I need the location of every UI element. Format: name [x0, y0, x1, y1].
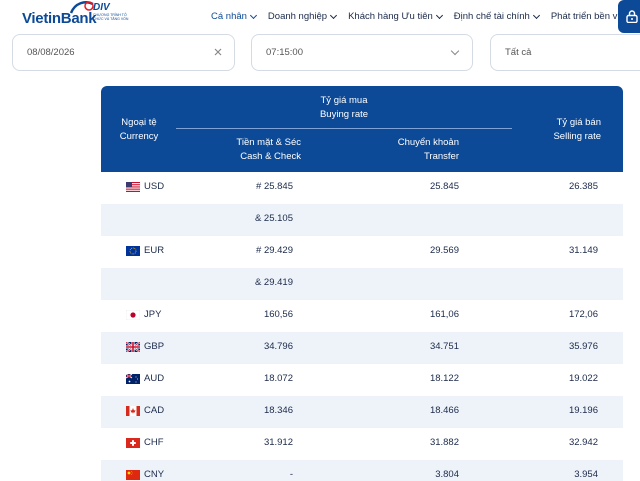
cash-rate: 18.346: [263, 405, 293, 416]
table-row: GBP 34.796 34.751 35.976: [101, 332, 623, 364]
clear-date-icon[interactable]: [212, 46, 224, 58]
header-divider: [176, 128, 512, 129]
table-body: USD # 25.845 25.845 26.385 & 25.105 EUR …: [101, 172, 623, 481]
time-filter-select[interactable]: 07:15:00: [251, 34, 473, 71]
transfer-rate: 18.122: [429, 373, 459, 384]
div-logo-title: DIV: [93, 2, 110, 13]
date-filter-value: 08/08/2026: [27, 47, 75, 58]
lock-icon: [626, 10, 638, 23]
transfer-rate: 31.882: [429, 437, 459, 448]
cash-rate: # 25.845: [256, 181, 293, 192]
logo-text-vietin: Vietin: [22, 10, 61, 27]
main-nav: Cá nhân Doanh nghiệp Khách hàng Ưu tiên …: [211, 11, 640, 22]
transfer-rate: 34.751: [429, 341, 459, 352]
chevron-down-icon: [532, 11, 540, 19]
header-currency: Ngoại tệ Currency: [119, 117, 159, 142]
currency-code: JPY: [144, 309, 162, 320]
div-logo-subtitle: CHƯƠNG TRÌNH TỎ CHỨC VÀ TĂNG VỐN: [93, 13, 129, 21]
selling-rate: 26.385: [568, 181, 598, 192]
table-row: JPY 160,56 161,06 172,06: [101, 300, 623, 332]
cash-rate: 160,56: [263, 309, 293, 320]
nav-item-personal[interactable]: Cá nhân: [211, 11, 257, 22]
chevron-down-icon: [435, 11, 443, 19]
table-row: & 29.419: [101, 268, 623, 300]
chevron-down-icon: [330, 11, 338, 19]
chevron-down-icon: [249, 11, 257, 19]
nav-item-sustainability[interactable]: Phát triển bền vững: [550, 11, 635, 22]
selling-rate: 3.954: [574, 469, 598, 480]
us-flag-icon: [126, 182, 140, 192]
cash-rate: 34.796: [263, 341, 293, 352]
cash-rate: & 25.105: [254, 213, 293, 224]
logo-swoosh-icon: [69, 1, 94, 14]
selling-rate: 172,06: [568, 309, 598, 320]
header-buying-rate: Tỷ giá mua Buying rate: [319, 95, 369, 120]
selling-rate: 32.942: [568, 437, 598, 448]
logo-text-bank: Bank: [60, 10, 97, 27]
table-row: AUD 18.072 18.122 19.022: [101, 364, 623, 396]
selling-rate: 19.196: [568, 405, 598, 416]
selling-rate: 19.022: [568, 373, 598, 384]
exchange-rate-table: Ngoại tệ Currency Tỷ giá mua Buying rate…: [101, 86, 623, 481]
ca-flag-icon: [126, 406, 140, 416]
transfer-rate: 18.466: [429, 405, 459, 416]
currency-code: EUR: [144, 245, 165, 256]
cash-rate: 18.072: [263, 373, 293, 384]
login-button[interactable]: [618, 0, 640, 33]
selling-rate: 35.976: [568, 341, 598, 352]
header-selling-rate: Tỷ giá bán Selling rate: [553, 117, 601, 142]
gb-flag-icon: [125, 341, 141, 353]
currency-code: GBP: [144, 341, 165, 352]
currency-code: CNY: [144, 469, 165, 480]
cn-flag-icon: [126, 470, 140, 480]
top-header: VietinBank DIV CHƯƠNG TRÌNH TỎ CHỨC VÀ T…: [0, 0, 640, 34]
table-row: CNY - 3.804 3.954: [101, 460, 623, 481]
ch-flag-icon: [126, 438, 140, 448]
table-row: CAD 18.346 18.466 19.196: [101, 396, 623, 428]
time-filter-value: 07:15:00: [266, 47, 303, 58]
table-row: EUR # 29.429 29.569 31.149: [101, 236, 623, 268]
currency-code: CHF: [144, 437, 164, 448]
transfer-rate: 3.804: [435, 469, 459, 480]
selling-rate: 31.149: [568, 245, 598, 256]
table-row: & 25.105: [101, 204, 623, 236]
nav-item-business[interactable]: Doanh nghiệp: [268, 11, 338, 22]
nav-item-priority[interactable]: Khách hàng Ưu tiên: [348, 11, 443, 22]
cash-rate: -: [289, 469, 293, 480]
header-cash-check: Tiền mặt & Séc Cash & Check: [236, 137, 301, 162]
currency-code: CAD: [144, 405, 165, 416]
date-filter-input[interactable]: 08/08/2026: [12, 34, 235, 71]
currency-filter-value: Tất cả: [505, 47, 532, 58]
vietinbank-logo[interactable]: VietinBank: [22, 4, 97, 27]
currency-code: USD: [144, 181, 165, 192]
table-row: USD # 25.845 25.845 26.385: [101, 172, 623, 204]
transfer-rate: 25.845: [429, 181, 459, 192]
currency-filter-select[interactable]: Tất cả: [490, 34, 640, 71]
jp-flag-icon: [125, 309, 141, 321]
eu-flag-icon: [126, 246, 140, 256]
table-row: CHF 31.912 31.882 32.942: [101, 428, 623, 460]
div-program-logo: DIV CHƯƠNG TRÌNH TỎ CHỨC VÀ TĂNG VỐN: [93, 3, 137, 31]
au-flag-icon: [125, 373, 140, 384]
transfer-rate: 29.569: [429, 245, 459, 256]
chevron-down-icon: [450, 46, 460, 56]
cash-rate: # 29.429: [256, 245, 293, 256]
cash-rate: & 29.419: [254, 277, 293, 288]
nav-item-financial-institutions[interactable]: Định chế tài chính: [454, 11, 540, 22]
table-header: Ngoại tệ Currency Tỷ giá mua Buying rate…: [101, 86, 623, 172]
currency-code: AUD: [144, 373, 165, 384]
header-transfer: Chuyển khoản Transfer: [397, 137, 459, 162]
transfer-rate: 161,06: [429, 309, 459, 320]
cash-rate: 31.912: [263, 437, 293, 448]
